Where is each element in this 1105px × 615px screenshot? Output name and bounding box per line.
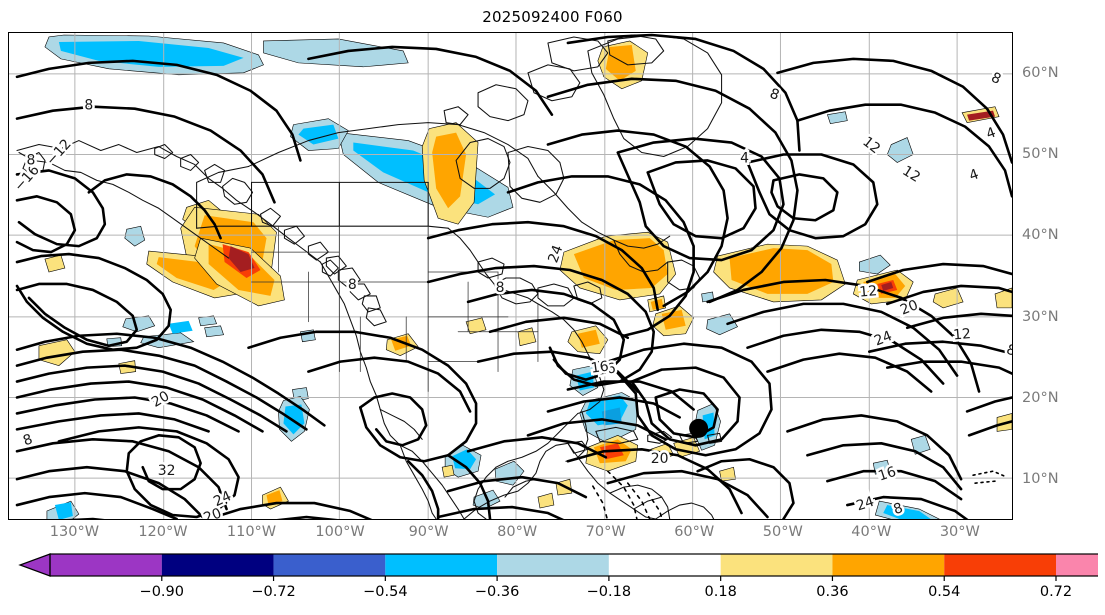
contour-label: 8 [84,98,93,114]
contour-label: 8 [1004,342,1012,360]
colorbar-band [497,554,609,576]
colorbar-tick-label: −0.36 [474,584,520,600]
colorbar-band [1056,554,1098,576]
colorbar-tick-label: −0.54 [363,584,408,600]
contour-label: 4 [967,166,981,184]
contour-label: 20 [898,297,920,318]
contour-label: 24 [545,243,566,265]
contour-label: 12 [859,283,878,300]
contour-label: 8 [27,152,36,168]
contour-label: 32 [158,463,176,479]
contour-label: 20 [202,505,224,519]
contour-label: 16 [590,358,610,376]
colorbar-tick-label: 0.18 [704,584,737,600]
coastline-layer [16,34,723,519]
contour-label: 20 [651,451,669,467]
contour-label: 12 [859,134,883,158]
colorbar-band [832,554,945,576]
colorbar-band [608,554,721,576]
colorbar-tick-label: 0.36 [816,584,849,600]
contour-label: 20 [651,451,669,467]
contour-label: 8 [768,86,782,104]
page-title: 2025092400 F060 [482,8,623,26]
contour-label: 8 [496,280,505,296]
colorbar-band [161,554,274,576]
lon-tick-label: 50°W [762,524,803,540]
lat-tick-label: 60°N [1022,64,1059,81]
lon-tick-label: 60°W [674,524,715,540]
lon-tick-label: 70°W [585,524,626,540]
storm-center-marker[interactable] [689,418,709,438]
lon-tick-label: 40°W [851,524,892,540]
lon-tick-label: 130°W [49,524,100,540]
contour-label: 16 [590,358,610,376]
colorbar-tick-label: 0.72 [1039,584,1073,600]
contour-label: 16 [876,464,898,485]
lat-tick-label: 40°N [1022,227,1059,244]
contour-label: 8 [989,70,1004,88]
lon-tick-label: 80°W [497,524,538,540]
contour-label: 12 [953,326,972,343]
colorbar-under-arrow [18,553,51,577]
colorbar-tick-label: −0.90 [139,584,184,600]
lat-tick-label: 10°N [1022,471,1059,488]
contour-label: 12 [859,283,878,300]
colorbar-band [385,554,498,576]
colorbar[interactable] [8,552,1098,582]
contour-label: 8 [27,152,36,168]
lon-tick-label: 90°W [408,524,449,540]
contour-label: 4 [740,150,749,166]
lon-tick-label: 100°W [315,524,365,540]
colorbar-tick-label: −0.72 [251,584,296,600]
contour-label: 8 [348,277,357,293]
contour-label: 24 [872,328,895,350]
colorbar-band [50,554,162,576]
map-panel[interactable]: −12 −12 −16 −16 8 8 8 8 8 8 8 8 8 8 8 8 4 4 4 4 4 4 12 12 12 12 12… [8,32,1013,520]
contour-label: 4 [740,150,749,166]
contour-label: 8 [84,98,93,114]
colorbar-tick-label: −0.18 [586,584,632,600]
contour-label: 12 [899,163,923,186]
contour-label: −12 [43,136,75,169]
colorbar-tick-label: 0.54 [928,584,961,600]
contour-layer [15,33,1012,519]
contour-label: 32 [158,463,176,479]
lon-tick-label: 30°W [939,524,980,540]
lon-tick-label: 120°W [138,524,188,540]
colorbar-canvas [18,553,1098,581]
contour-label: 8 [1004,342,1012,360]
contour-label: 20 [149,388,172,411]
lat-tick-label: 30°N [1022,308,1059,325]
contour-label: 4 [984,125,998,143]
contour-label: 24 [211,488,234,510]
contour-label: 24 [854,494,876,515]
contour-label: 12 [953,326,972,343]
contour-label: 16 [597,360,617,378]
map-canvas: −12−12−16−168888888888884444441212121212… [9,33,1012,519]
contour-label: 8 [496,280,505,296]
colorbar-band [273,554,386,576]
colorbar-band [720,554,833,576]
lat-tick-label: 20°N [1022,390,1059,406]
lon-tick-label: 110°W [226,524,277,540]
colorbar-band [944,554,1056,576]
contour-label: 8 [21,431,35,449]
contour-label: 16 [597,360,617,378]
lat-tick-label: 50°N [1022,146,1059,162]
contour-label: 8 [348,277,357,293]
